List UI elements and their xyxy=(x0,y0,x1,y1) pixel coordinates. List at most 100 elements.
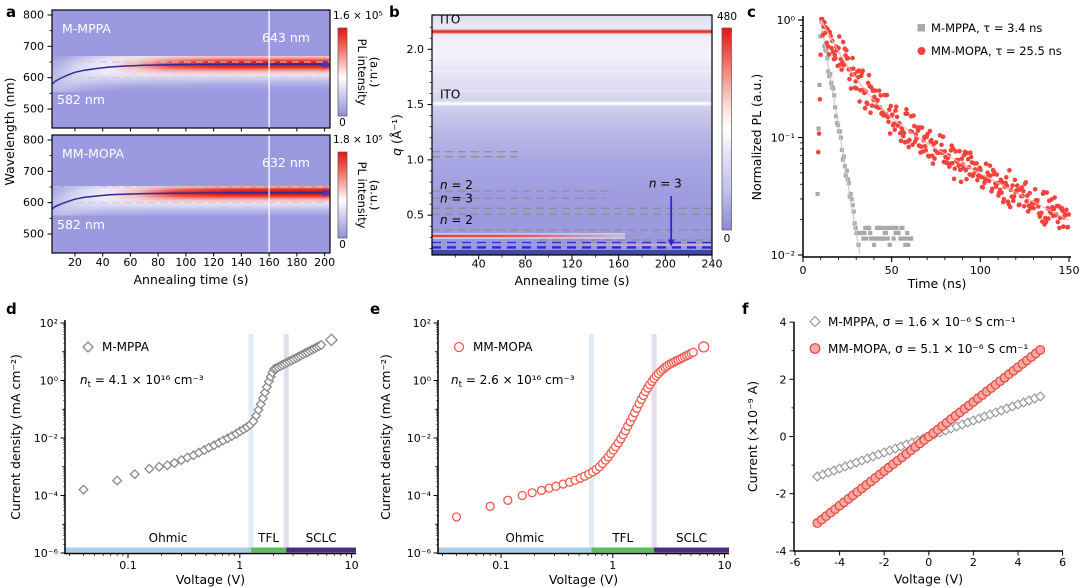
region-label: TFL xyxy=(611,531,633,545)
legend-label: M-MPPA, σ = 1.6 × 10⁻⁶ S cm⁻¹ xyxy=(828,315,1016,329)
start-wavelength-label: 582 nm xyxy=(57,92,105,107)
x-tick-label: 2 xyxy=(970,556,977,569)
x-tick-label: 180 xyxy=(286,256,307,269)
legend-label: M-MPPA, τ = 3.4 ns xyxy=(931,21,1042,35)
y-tick-label: 10⁻⁴ xyxy=(407,490,432,503)
peak-wavelength-label: 643 nm xyxy=(262,30,310,45)
y-tick-label: 10⁰ xyxy=(777,14,796,27)
y-tick-label: 500 xyxy=(23,228,44,241)
x-tick-label: 160 xyxy=(608,258,629,271)
legend: MM-MOPA nt = 2.6 × 10¹⁶ cm⁻³ xyxy=(451,340,575,390)
axis-ticks: 0.5 1.0 1.5 2.0 40 80 120 160 200 240 xyxy=(407,26,723,271)
x-tick-label: 100 xyxy=(970,264,991,277)
colorbar-axis-label: PL intensity xyxy=(355,162,369,229)
x-tick-label: 120 xyxy=(203,256,224,269)
panel-letter-a: a xyxy=(6,3,17,21)
x-tick-label: 80 xyxy=(151,256,165,269)
y-axis-label: Current (×10⁻⁹ A) xyxy=(745,381,760,492)
y-axis-label: Wavelength (nm) xyxy=(2,78,17,186)
panel-e: Ohmic TFL SCLC 10² 10⁰ 10⁻² 10⁻⁴ 10⁻⁶ 0.1 1 10 Volt… xyxy=(378,317,732,587)
y-tick-label: 10⁻² xyxy=(407,432,431,445)
legend-label: MM-MOPA xyxy=(473,340,533,354)
x-tick-label: 100 xyxy=(175,256,196,269)
x-tick-label: 20 xyxy=(68,256,82,269)
x-tick-label: 6 xyxy=(1059,556,1066,569)
y-axis-label: q (Å⁻¹) xyxy=(389,114,404,156)
x-tick-label: 0.1 xyxy=(119,559,137,572)
plot-annotation: ITO xyxy=(440,88,460,102)
x-tick-label: -4 xyxy=(834,556,845,569)
x-tick-label: 10 xyxy=(345,559,359,572)
colorbar-min-label: 0 xyxy=(339,239,346,251)
x-tick-label: 200 xyxy=(655,258,676,271)
x-tick-label: -6 xyxy=(790,556,801,569)
axis-ticks: 800 700 600 500 xyxy=(23,9,326,132)
colorbar-axis-label: (a.u.) xyxy=(368,180,382,211)
y-tick-label: 10² xyxy=(40,317,58,330)
panel-c: 10⁰ 10⁻¹ 10⁻² 0 50 100 150 Time (ns) Normalized … xyxy=(749,14,1080,291)
y-tick-label: 10⁻⁴ xyxy=(34,490,59,503)
x-axis-label: Voltage (V) xyxy=(176,572,245,587)
y-tick-label: 10² xyxy=(413,317,431,330)
x-tick-label: 0.1 xyxy=(492,559,510,572)
panel-letter-e: e xyxy=(370,300,381,318)
y-axis-label: Current density (mA cm⁻²) xyxy=(378,354,393,520)
panel-letter-d: d xyxy=(6,300,17,318)
series-M-MPPA-points xyxy=(78,333,338,495)
colorbar-max-label: 1.6 × 10⁵ xyxy=(333,10,383,22)
y-tick-label: 4 xyxy=(780,316,787,329)
axis-ticks: 10² 10⁰ 10⁻² 10⁻⁴ 10⁻⁶ 0.1 1 10 xyxy=(407,317,732,572)
legend: M-MPPA nt = 4.1 × 10¹⁶ cm⁻³ xyxy=(80,340,204,390)
y-tick-label: 800 xyxy=(23,9,44,22)
y-axis-label: Current density (mA cm⁻²) xyxy=(8,354,23,520)
x-tick-label: 60 xyxy=(123,256,137,269)
panel-letter-c: c xyxy=(747,3,756,21)
x-tick-label: 10 xyxy=(718,559,732,572)
axis-ticks: 800 700 600 500 xyxy=(23,134,326,257)
x-tick-label: 0 xyxy=(800,264,807,277)
x-tick-label: 150 xyxy=(1059,264,1080,277)
colorbar-max-label: 480 xyxy=(717,11,737,23)
plot-annotation: n = 2 xyxy=(440,213,473,227)
x-axis-label: Voltage (V) xyxy=(894,572,963,587)
legend-label: MM-MOPA, τ = 25.5 ns xyxy=(931,44,1062,58)
x-tick-label: 1 xyxy=(609,559,616,572)
y-tick-label: 1.5 xyxy=(407,98,425,111)
y-tick-label: 10⁻² xyxy=(34,432,58,445)
y-tick-label: -4 xyxy=(776,545,787,558)
colorbar-min-label: 0 xyxy=(724,233,731,245)
colorbar: 1.8 × 10⁵ 0 PL intensity(a.u.) xyxy=(333,134,383,251)
region-label: SCLC xyxy=(306,531,337,545)
y-tick-label: 800 xyxy=(23,134,44,147)
legend-label: M-MPPA xyxy=(102,340,150,354)
x-tick-label: 160 xyxy=(259,256,280,269)
y-tick-label: -2 xyxy=(776,488,787,501)
x-tick-label: 120 xyxy=(562,258,583,271)
series-MM-MOPA-fit-line xyxy=(820,19,1069,221)
legend: M-MPPA, τ = 3.4 ns MM-MOPA, τ = 25.5 ns xyxy=(917,21,1062,58)
colorbar-min-label: 0 xyxy=(339,117,346,129)
series-MM-MOPA-points xyxy=(812,345,1046,528)
legend-marker-square xyxy=(917,24,925,32)
y-tick-label: 10⁻² xyxy=(771,249,795,262)
x-tick-label: 80 xyxy=(518,258,532,271)
x-axis-label: Time (ns) xyxy=(907,276,967,291)
peak-wavelength-label: 632 nm xyxy=(262,155,310,170)
y-tick-label: 600 xyxy=(23,71,44,84)
x-tick-label: 50 xyxy=(885,264,899,277)
y-tick-label: 10⁻⁶ xyxy=(34,547,59,560)
x-tick-label: 0 xyxy=(925,556,932,569)
x-axis-label: Voltage (V) xyxy=(549,572,618,587)
colorbar: 480 0 xyxy=(717,11,737,245)
colorbar-axis-label: (a.u.) xyxy=(368,57,382,88)
axis-ticks: 10² 10⁰ 10⁻² 10⁻⁴ 10⁻⁶ 0.1 1 10 xyxy=(34,317,359,572)
colorbar-axis-label: PL intensity xyxy=(355,39,369,106)
legend: M-MPPA, σ = 1.6 × 10⁻⁶ S cm⁻¹ MM-MOPA, σ … xyxy=(809,315,1028,356)
y-tick-label: 10⁰ xyxy=(40,375,59,388)
sample-label: M-MPPA xyxy=(62,21,111,36)
